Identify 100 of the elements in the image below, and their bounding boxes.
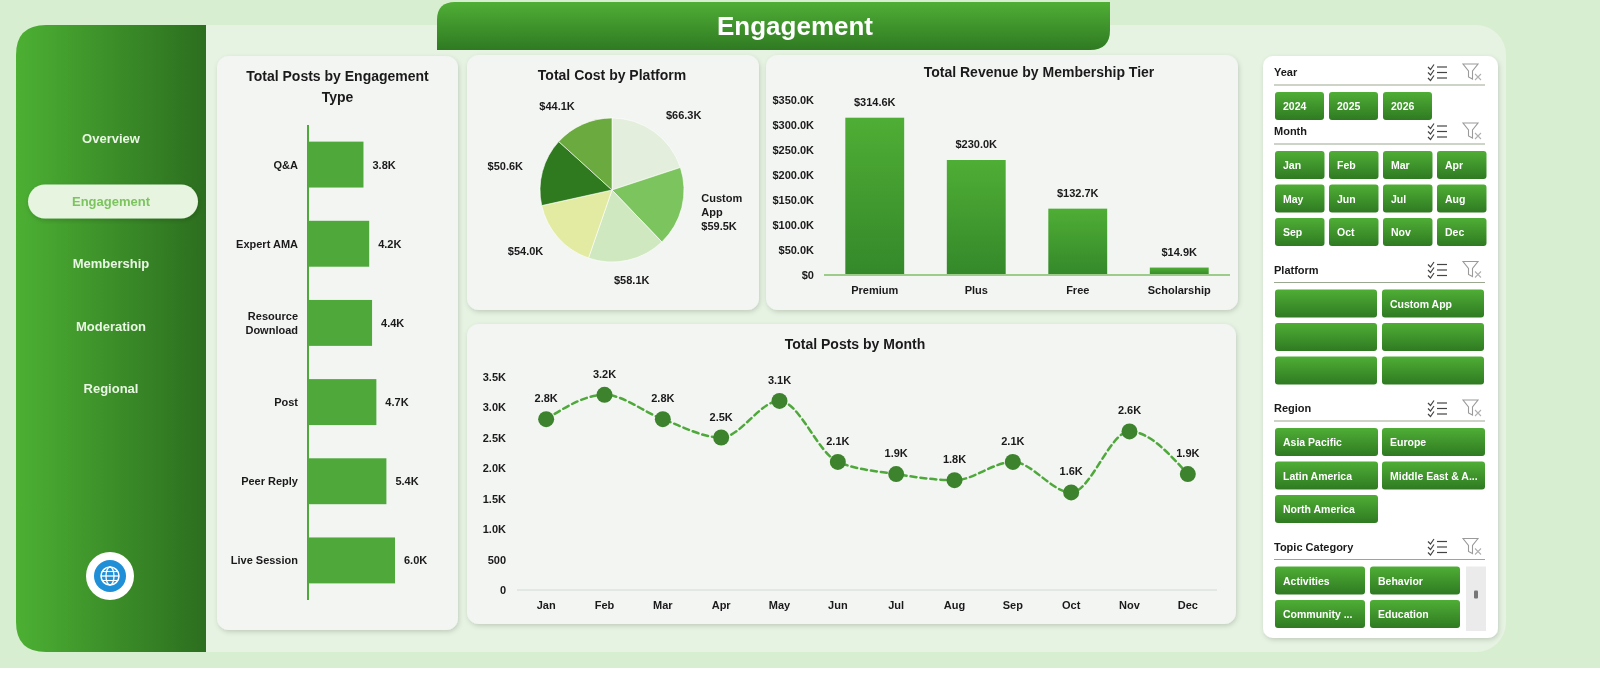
category-label: Regional <box>83 381 139 396</box>
data-label: 1.8K <box>942 453 967 466</box>
x-tick-label: May <box>768 599 792 611</box>
chart-title: Total Cost by Platform <box>537 67 687 83</box>
category-label: Membership <box>72 256 150 271</box>
text: Platform <box>1274 263 1319 276</box>
point <box>946 472 963 489</box>
y-tick-label: 1.0K <box>482 523 507 535</box>
category-label: Oct <box>1337 226 1356 238</box>
data-label: 3.2K <box>592 367 617 380</box>
category-label: Dec <box>1445 226 1465 238</box>
category-label: Aug <box>1445 192 1466 205</box>
y-tick-label: Post <box>274 396 299 409</box>
data-label: $54.0K <box>507 245 544 258</box>
chart-title: Total Posts by Engagement Type <box>246 68 430 105</box>
y-tick-label: Live Session <box>230 554 299 567</box>
data-label: $66.3K <box>665 109 702 122</box>
category-label: Latin America <box>1283 469 1353 482</box>
y-tick-label: 3.0K <box>482 401 507 413</box>
text: Topic Category <box>1274 540 1355 553</box>
data-label: 5.4K <box>395 475 419 488</box>
x-tick-label: Nov <box>1119 599 1141 611</box>
y-tick-label: 0 <box>499 584 506 596</box>
data-label: 2.8K <box>534 392 558 405</box>
category-label: 2024 <box>1283 100 1307 112</box>
x-tick-label: Dec <box>1177 599 1198 611</box>
data-label: $58.1K <box>614 273 650 286</box>
data-label: 2.1K <box>1001 434 1025 447</box>
category-label: Education <box>1378 608 1429 620</box>
x-tick-label: Sep <box>1002 599 1024 611</box>
category-label: Activities <box>1283 574 1330 587</box>
point <box>654 411 671 428</box>
y-tick-label: 2.0K <box>482 462 507 474</box>
x-tick-label: Apr <box>711 599 732 611</box>
data-label: 3.1K <box>767 373 792 386</box>
category-label: Sep <box>1283 226 1303 238</box>
category-label: Europe <box>1390 436 1427 448</box>
y-tick-label: Expert AMA <box>236 237 299 250</box>
x-tick-label: Oct <box>1061 599 1081 611</box>
data-label: 4.4K <box>381 316 405 329</box>
data-label: $50.6K <box>487 160 524 173</box>
category-label: Jan <box>1283 159 1302 171</box>
text: Year <box>1274 66 1298 78</box>
category-label: North America <box>1283 503 1356 515</box>
category-label: Moderation <box>75 318 147 334</box>
point <box>1063 484 1080 501</box>
data-label: 4.7K <box>385 396 409 409</box>
point <box>771 392 788 409</box>
data-label: 2.8K <box>651 392 675 405</box>
category-label: Middle East & A... <box>1390 469 1478 482</box>
point <box>1179 466 1196 483</box>
category-label: Behavior <box>1378 574 1423 587</box>
data-label: 2.5K <box>709 410 733 423</box>
category-label: Community ... <box>1283 608 1353 620</box>
point <box>829 453 846 470</box>
point <box>713 429 730 446</box>
y-tick-label: Peer Reply <box>241 475 299 488</box>
data-label: $44.1K <box>539 99 575 112</box>
point <box>1004 453 1021 470</box>
category-label: Jun <box>1337 192 1356 205</box>
category-label: Apr <box>1445 159 1464 171</box>
x-tick-label: Jan <box>536 599 556 611</box>
y-tick-label: Q&A <box>273 158 299 171</box>
data-label: 2.1K <box>826 434 850 447</box>
category-label: Jul <box>1391 192 1407 205</box>
category-label: Engagement <box>71 193 151 209</box>
text: Engagement <box>716 11 874 41</box>
text: Region <box>1274 402 1312 414</box>
point <box>888 466 905 483</box>
point <box>1121 423 1138 440</box>
category-label: 2026 <box>1391 100 1415 112</box>
x-tick-label: Feb <box>594 599 615 611</box>
x-tick-label: Jul <box>888 599 905 611</box>
point <box>596 386 613 403</box>
y-tick-label: 500 <box>487 553 506 566</box>
data-label: 3.8K <box>372 158 396 171</box>
category-label: Custom App <box>1390 297 1453 310</box>
x-tick-label: Mar <box>653 599 674 611</box>
data-label: 4.2K <box>378 237 402 250</box>
category-label: May <box>1283 192 1304 205</box>
y-tick-label: Resource Download <box>245 309 298 336</box>
category-label: Nov <box>1391 226 1411 238</box>
data-label: 6.0K <box>404 554 428 567</box>
category-label: Asia Pacific <box>1283 436 1343 448</box>
data-label: $59.5K <box>701 220 737 233</box>
y-tick-label: 2.5K <box>482 431 507 444</box>
data-label: 1.6K <box>1059 465 1083 478</box>
data-label: 1.9K <box>1176 447 1200 460</box>
y-tick-label: 1.5K <box>482 492 507 505</box>
text: Month <box>1274 125 1308 137</box>
chart-title: Total Posts by Month <box>784 336 926 352</box>
data-label: 2.6K <box>1117 404 1142 417</box>
category-label: 2025 <box>1337 100 1361 112</box>
y-tick-label: 3.5K <box>482 370 507 383</box>
category-label: Overview <box>82 131 141 146</box>
x-tick-label: Jun <box>828 599 848 611</box>
slice-label: Custom App <box>701 192 743 219</box>
category-label: Mar <box>1391 159 1410 171</box>
x-tick-label: Aug <box>943 599 966 611</box>
point <box>538 411 555 428</box>
